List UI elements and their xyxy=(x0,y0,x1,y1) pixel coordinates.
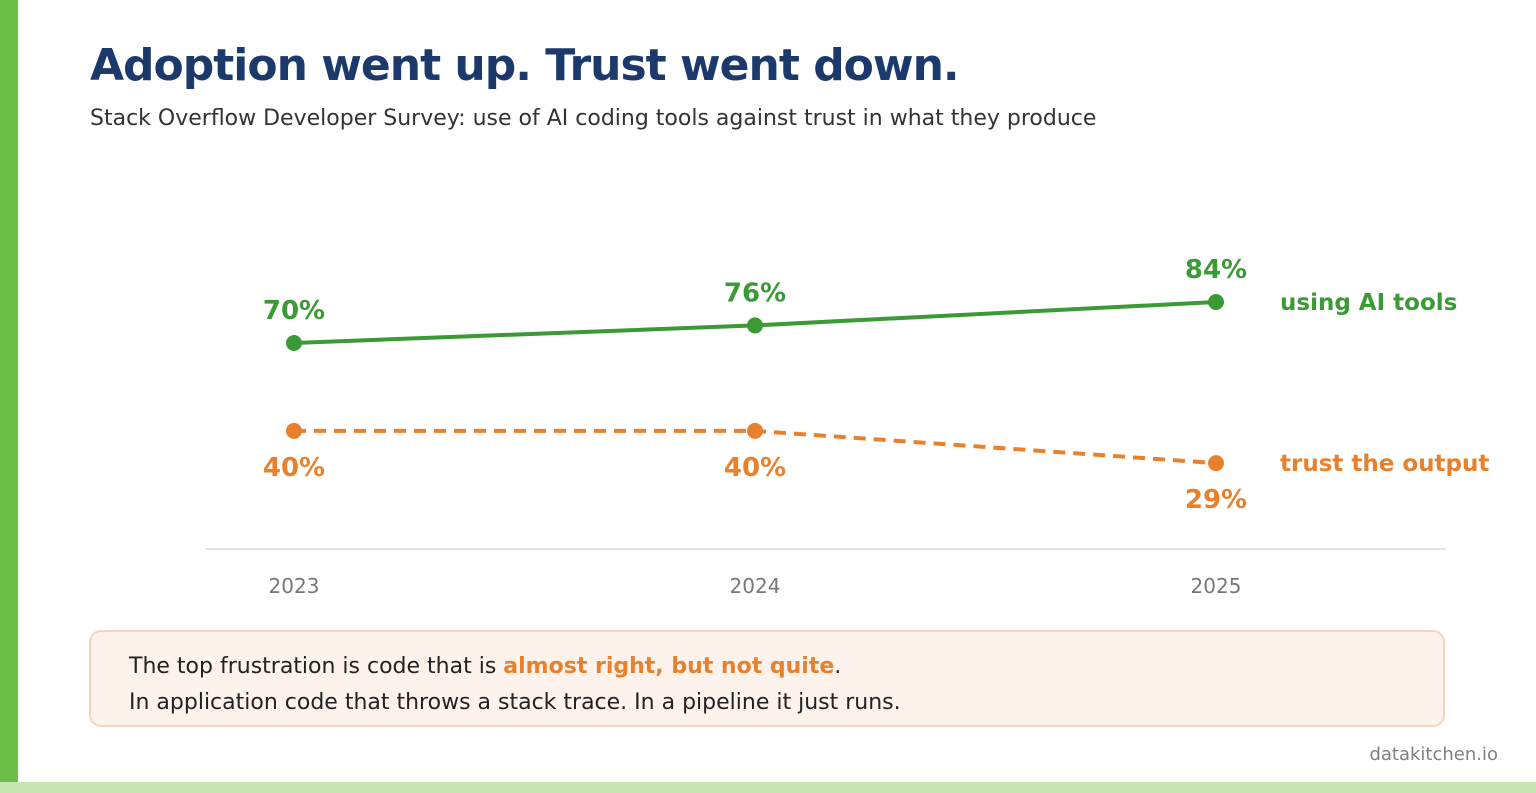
data-label-using-ai-2025: 84% xyxy=(1185,255,1247,285)
series-label-trust: trust the output xyxy=(1280,451,1489,477)
data-label-trust-2023: 40% xyxy=(263,453,325,483)
data-point-trust-2025 xyxy=(1208,455,1224,472)
callout-line-1: The top frustration is code that is almo… xyxy=(129,649,1443,685)
data-label-using-ai-2023: 70% xyxy=(263,296,325,326)
page-subtitle: Stack Overflow Developer Survey: use of … xyxy=(90,106,1097,131)
data-label-using-ai-2024: 76% xyxy=(724,278,786,308)
data-point-using-ai-2024 xyxy=(747,317,763,334)
series-label-using-ai: using AI tools xyxy=(1280,290,1457,316)
data-point-trust-2024 xyxy=(747,422,763,439)
data-point-using-ai-2025 xyxy=(1208,293,1224,310)
callout-box: The top frustration is code that is almo… xyxy=(89,630,1445,727)
callout-text-before: The top frustration is code that is xyxy=(129,654,504,679)
data-label-trust-2024: 40% xyxy=(724,453,786,483)
callout-text-after: . xyxy=(834,654,842,679)
x-tick-label-2024: 2024 xyxy=(730,574,781,598)
data-point-using-ai-2023 xyxy=(286,335,302,351)
bottom-accent-bar xyxy=(0,782,1536,793)
callout-line-2: In application code that throws a stack … xyxy=(129,690,901,715)
footer-brand: datakitchen.io xyxy=(1369,744,1498,765)
data-label-trust-2025: 29% xyxy=(1185,485,1247,515)
x-tick-label-2023: 2023 xyxy=(269,574,320,598)
x-tick-label-2025: 2025 xyxy=(1191,574,1242,598)
left-accent-bar xyxy=(0,0,18,793)
data-point-trust-2023 xyxy=(286,422,302,439)
callout-highlight: almost right, but not quite xyxy=(503,654,835,679)
page-title: Adoption went up. Trust went down. xyxy=(90,40,960,91)
